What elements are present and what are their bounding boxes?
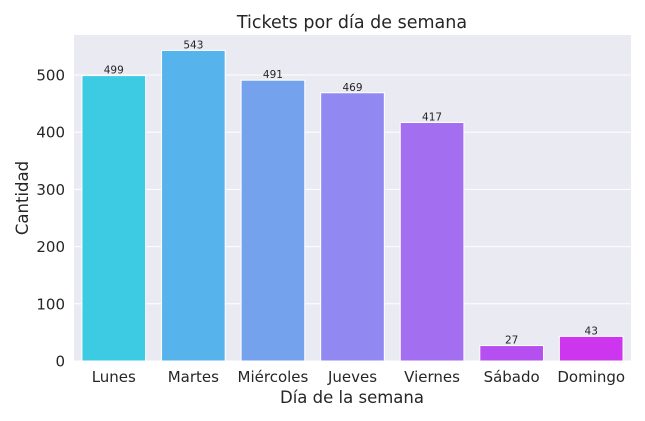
bars <box>81 49 624 362</box>
x-tick-label: Martes <box>168 368 219 386</box>
y-tick-label: 200 <box>36 238 65 256</box>
y-tick-label: 0 <box>55 353 65 371</box>
data-label: 543 <box>183 39 203 51</box>
data-label: 417 <box>422 112 442 124</box>
x-tick-label: Jueves <box>327 368 377 386</box>
y-tick-label: 300 <box>36 181 65 199</box>
data-label: 27 <box>505 335 518 347</box>
bar-3 <box>320 92 385 362</box>
y-tick-label: 100 <box>36 295 65 313</box>
data-label: 469 <box>342 82 362 94</box>
bar-4 <box>399 122 465 362</box>
chart-title: Tickets por día de semana <box>236 13 467 33</box>
data-labels: 499 543 491 469 417 27 43 <box>104 39 598 346</box>
x-tick-label: Lunes <box>92 368 136 386</box>
x-tick-labels: Lunes Martes Miércoles Jueves Viernes Sábado D… <box>92 368 625 386</box>
x-axis-label: Día de la semana <box>280 388 424 407</box>
y-tick-labels: 0 100 200 300 400 500 <box>36 67 65 371</box>
data-label: 491 <box>263 69 283 81</box>
bar-2 <box>240 79 306 362</box>
x-tick-label: Viernes <box>404 368 460 386</box>
y-tick-label: 500 <box>36 67 65 85</box>
x-tick-label: Miércoles <box>238 368 309 386</box>
x-tick-label: Domingo <box>557 368 625 386</box>
y-axis-label: Cantidad <box>13 161 32 235</box>
x-tick-label: Sábado <box>484 368 540 386</box>
bar-1 <box>161 49 226 362</box>
data-label: 43 <box>585 325 598 337</box>
bar-5 <box>479 345 544 362</box>
bar-6 <box>558 335 624 362</box>
y-tick-label: 400 <box>36 124 65 142</box>
data-label: 499 <box>104 65 124 77</box>
bar-0 <box>81 75 147 362</box>
